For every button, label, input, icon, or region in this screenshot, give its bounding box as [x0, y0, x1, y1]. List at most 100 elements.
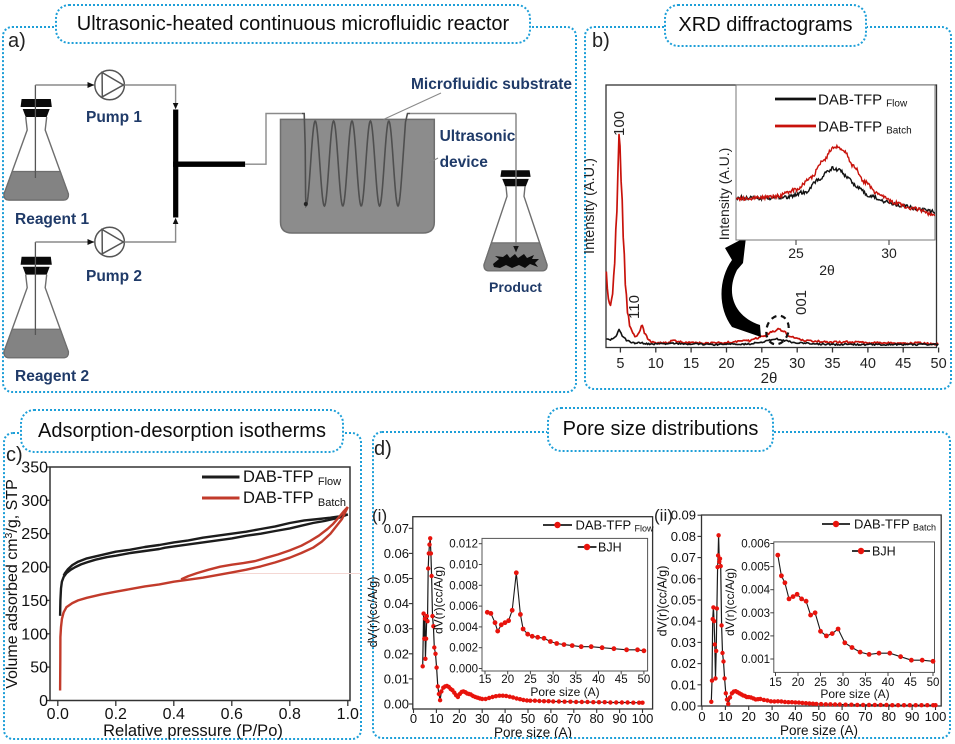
svg-text:Pore size (A): Pore size (A) — [530, 685, 599, 699]
svg-text:0.09: 0.09 — [671, 508, 696, 523]
svg-text:2θ: 2θ — [819, 262, 835, 278]
svg-text:25: 25 — [788, 245, 804, 261]
svg-text:0.002: 0.002 — [741, 631, 770, 643]
svg-text:0.2: 0.2 — [105, 706, 127, 723]
svg-text:0.00: 0.00 — [671, 699, 696, 714]
svg-text:35: 35 — [824, 356, 840, 372]
svg-text:25: 25 — [524, 674, 537, 686]
svg-text:50: 50 — [30, 660, 48, 677]
svg-text:0.05: 0.05 — [384, 571, 409, 586]
svg-text:dV(r)(cc/A/g): dV(r)(cc/A/g) — [366, 577, 380, 648]
svg-text:DAB-TFP Flow: DAB-TFP Flow — [818, 92, 908, 110]
svg-text:0.02: 0.02 — [671, 656, 696, 671]
svg-text:70: 70 — [858, 709, 872, 724]
svg-text:Pore size (A): Pore size (A) — [780, 723, 858, 738]
svg-text:Intensity (A.U.): Intensity (A.U.) — [716, 148, 732, 241]
svg-text:0.07: 0.07 — [671, 550, 696, 565]
svg-text:40: 40 — [860, 356, 876, 372]
svg-text:0.006: 0.006 — [741, 539, 770, 551]
svg-text:40: 40 — [788, 709, 802, 724]
svg-text:0.05: 0.05 — [671, 593, 696, 608]
svg-text:Microfluidic substrate: Microfluidic substrate — [411, 76, 572, 93]
svg-text:25: 25 — [754, 356, 770, 372]
svg-text:DAB-TFP Flow: DAB-TFP Flow — [576, 518, 655, 534]
svg-text:Pump 1: Pump 1 — [86, 109, 142, 126]
svg-text:Pore size (A): Pore size (A) — [494, 725, 572, 738]
svg-text:40: 40 — [592, 674, 605, 686]
svg-text:0.07: 0.07 — [384, 521, 409, 536]
svg-text:25: 25 — [814, 677, 827, 689]
svg-text:0.004: 0.004 — [449, 622, 478, 634]
svg-text:5: 5 — [616, 356, 624, 372]
svg-text:50: 50 — [931, 356, 947, 372]
svg-text:30: 30 — [547, 674, 560, 686]
svg-text:0.000: 0.000 — [449, 664, 478, 676]
svg-text:Pump 2: Pump 2 — [86, 268, 142, 285]
svg-text:100: 100 — [21, 626, 48, 643]
svg-text:0.003: 0.003 — [741, 608, 770, 620]
svg-text:200: 200 — [21, 560, 48, 577]
svg-text:20: 20 — [501, 674, 514, 686]
svg-text:30: 30 — [475, 711, 489, 726]
svg-text:45: 45 — [615, 674, 628, 686]
svg-text:dV(r)(cc/A/g): dV(r)(cc/A/g) — [723, 568, 737, 636]
svg-text:0.001: 0.001 — [741, 654, 770, 666]
svg-text:1.0: 1.0 — [337, 706, 359, 723]
svg-text:0.8: 0.8 — [279, 706, 301, 723]
svg-text:BJH: BJH — [872, 545, 896, 559]
svg-text:BJH: BJH — [598, 541, 622, 555]
svg-text:0.4: 0.4 — [163, 706, 185, 723]
svg-text:20: 20 — [741, 709, 755, 724]
svg-text:350: 350 — [21, 460, 48, 477]
svg-text:Relative pressure (P/Po): Relative pressure (P/Po) — [103, 722, 283, 740]
svg-text:30: 30 — [881, 245, 897, 261]
svg-text:0.04: 0.04 — [384, 596, 409, 611]
svg-text:60: 60 — [835, 709, 849, 724]
svg-text:dV(r)(cc/A/g): dV(r)(cc/A/g) — [432, 566, 446, 634]
svg-text:90: 90 — [612, 711, 626, 726]
svg-text:50: 50 — [927, 677, 940, 689]
svg-text:30: 30 — [837, 677, 850, 689]
svg-text:Intensity (A.U.): Intensity (A.U.) — [584, 158, 598, 254]
svg-text:100: 100 — [925, 709, 947, 724]
svg-text:DAB-TFP Flow: DAB-TFP Flow — [243, 468, 341, 488]
svg-text:Reagent 2: Reagent 2 — [15, 368, 89, 385]
svg-text:Ultrasonic: Ultrasonic — [440, 128, 516, 145]
svg-text:40: 40 — [882, 677, 895, 689]
svg-text:0.002: 0.002 — [449, 643, 478, 655]
svg-text:Volume adsorbed cm3/g, STP: Volume adsorbed cm3/g, STP — [3, 479, 21, 689]
svg-text:0.0: 0.0 — [47, 706, 69, 723]
svg-text:device: device — [440, 154, 489, 171]
svg-text:10: 10 — [718, 709, 732, 724]
svg-text:2θ: 2θ — [761, 370, 778, 387]
svg-text:0.008: 0.008 — [449, 580, 478, 592]
svg-text:0.08: 0.08 — [671, 529, 696, 544]
svg-text:10: 10 — [648, 356, 664, 372]
svg-text:30: 30 — [789, 356, 805, 372]
svg-text:50: 50 — [812, 709, 826, 724]
svg-text:100: 100 — [632, 711, 654, 726]
svg-text:0.03: 0.03 — [671, 635, 696, 650]
svg-text:300: 300 — [21, 493, 48, 510]
svg-text:dV(r)(cc/A/g): dV(r)(cc/A/g) — [656, 566, 670, 637]
svg-text:35: 35 — [859, 677, 872, 689]
svg-text:250: 250 — [21, 526, 48, 543]
svg-text:0.06: 0.06 — [384, 546, 409, 561]
svg-text:Pore size (A): Pore size (A) — [820, 687, 889, 701]
svg-text:10: 10 — [429, 711, 443, 726]
svg-text:Reagent 1: Reagent 1 — [15, 211, 89, 228]
svg-text:45: 45 — [895, 356, 911, 372]
svg-text:70: 70 — [567, 711, 581, 726]
svg-text:30: 30 — [765, 709, 779, 724]
svg-text:90: 90 — [905, 709, 919, 724]
svg-text:110: 110 — [626, 295, 643, 319]
svg-text:15: 15 — [683, 356, 699, 372]
svg-text:0: 0 — [410, 711, 417, 726]
svg-text:20: 20 — [792, 677, 805, 689]
svg-text:0.6: 0.6 — [221, 706, 243, 723]
svg-text:0.04: 0.04 — [671, 614, 696, 629]
svg-text:150: 150 — [21, 593, 48, 610]
svg-text:20: 20 — [452, 711, 466, 726]
svg-text:0.03: 0.03 — [384, 621, 409, 636]
svg-text:0: 0 — [698, 709, 705, 724]
